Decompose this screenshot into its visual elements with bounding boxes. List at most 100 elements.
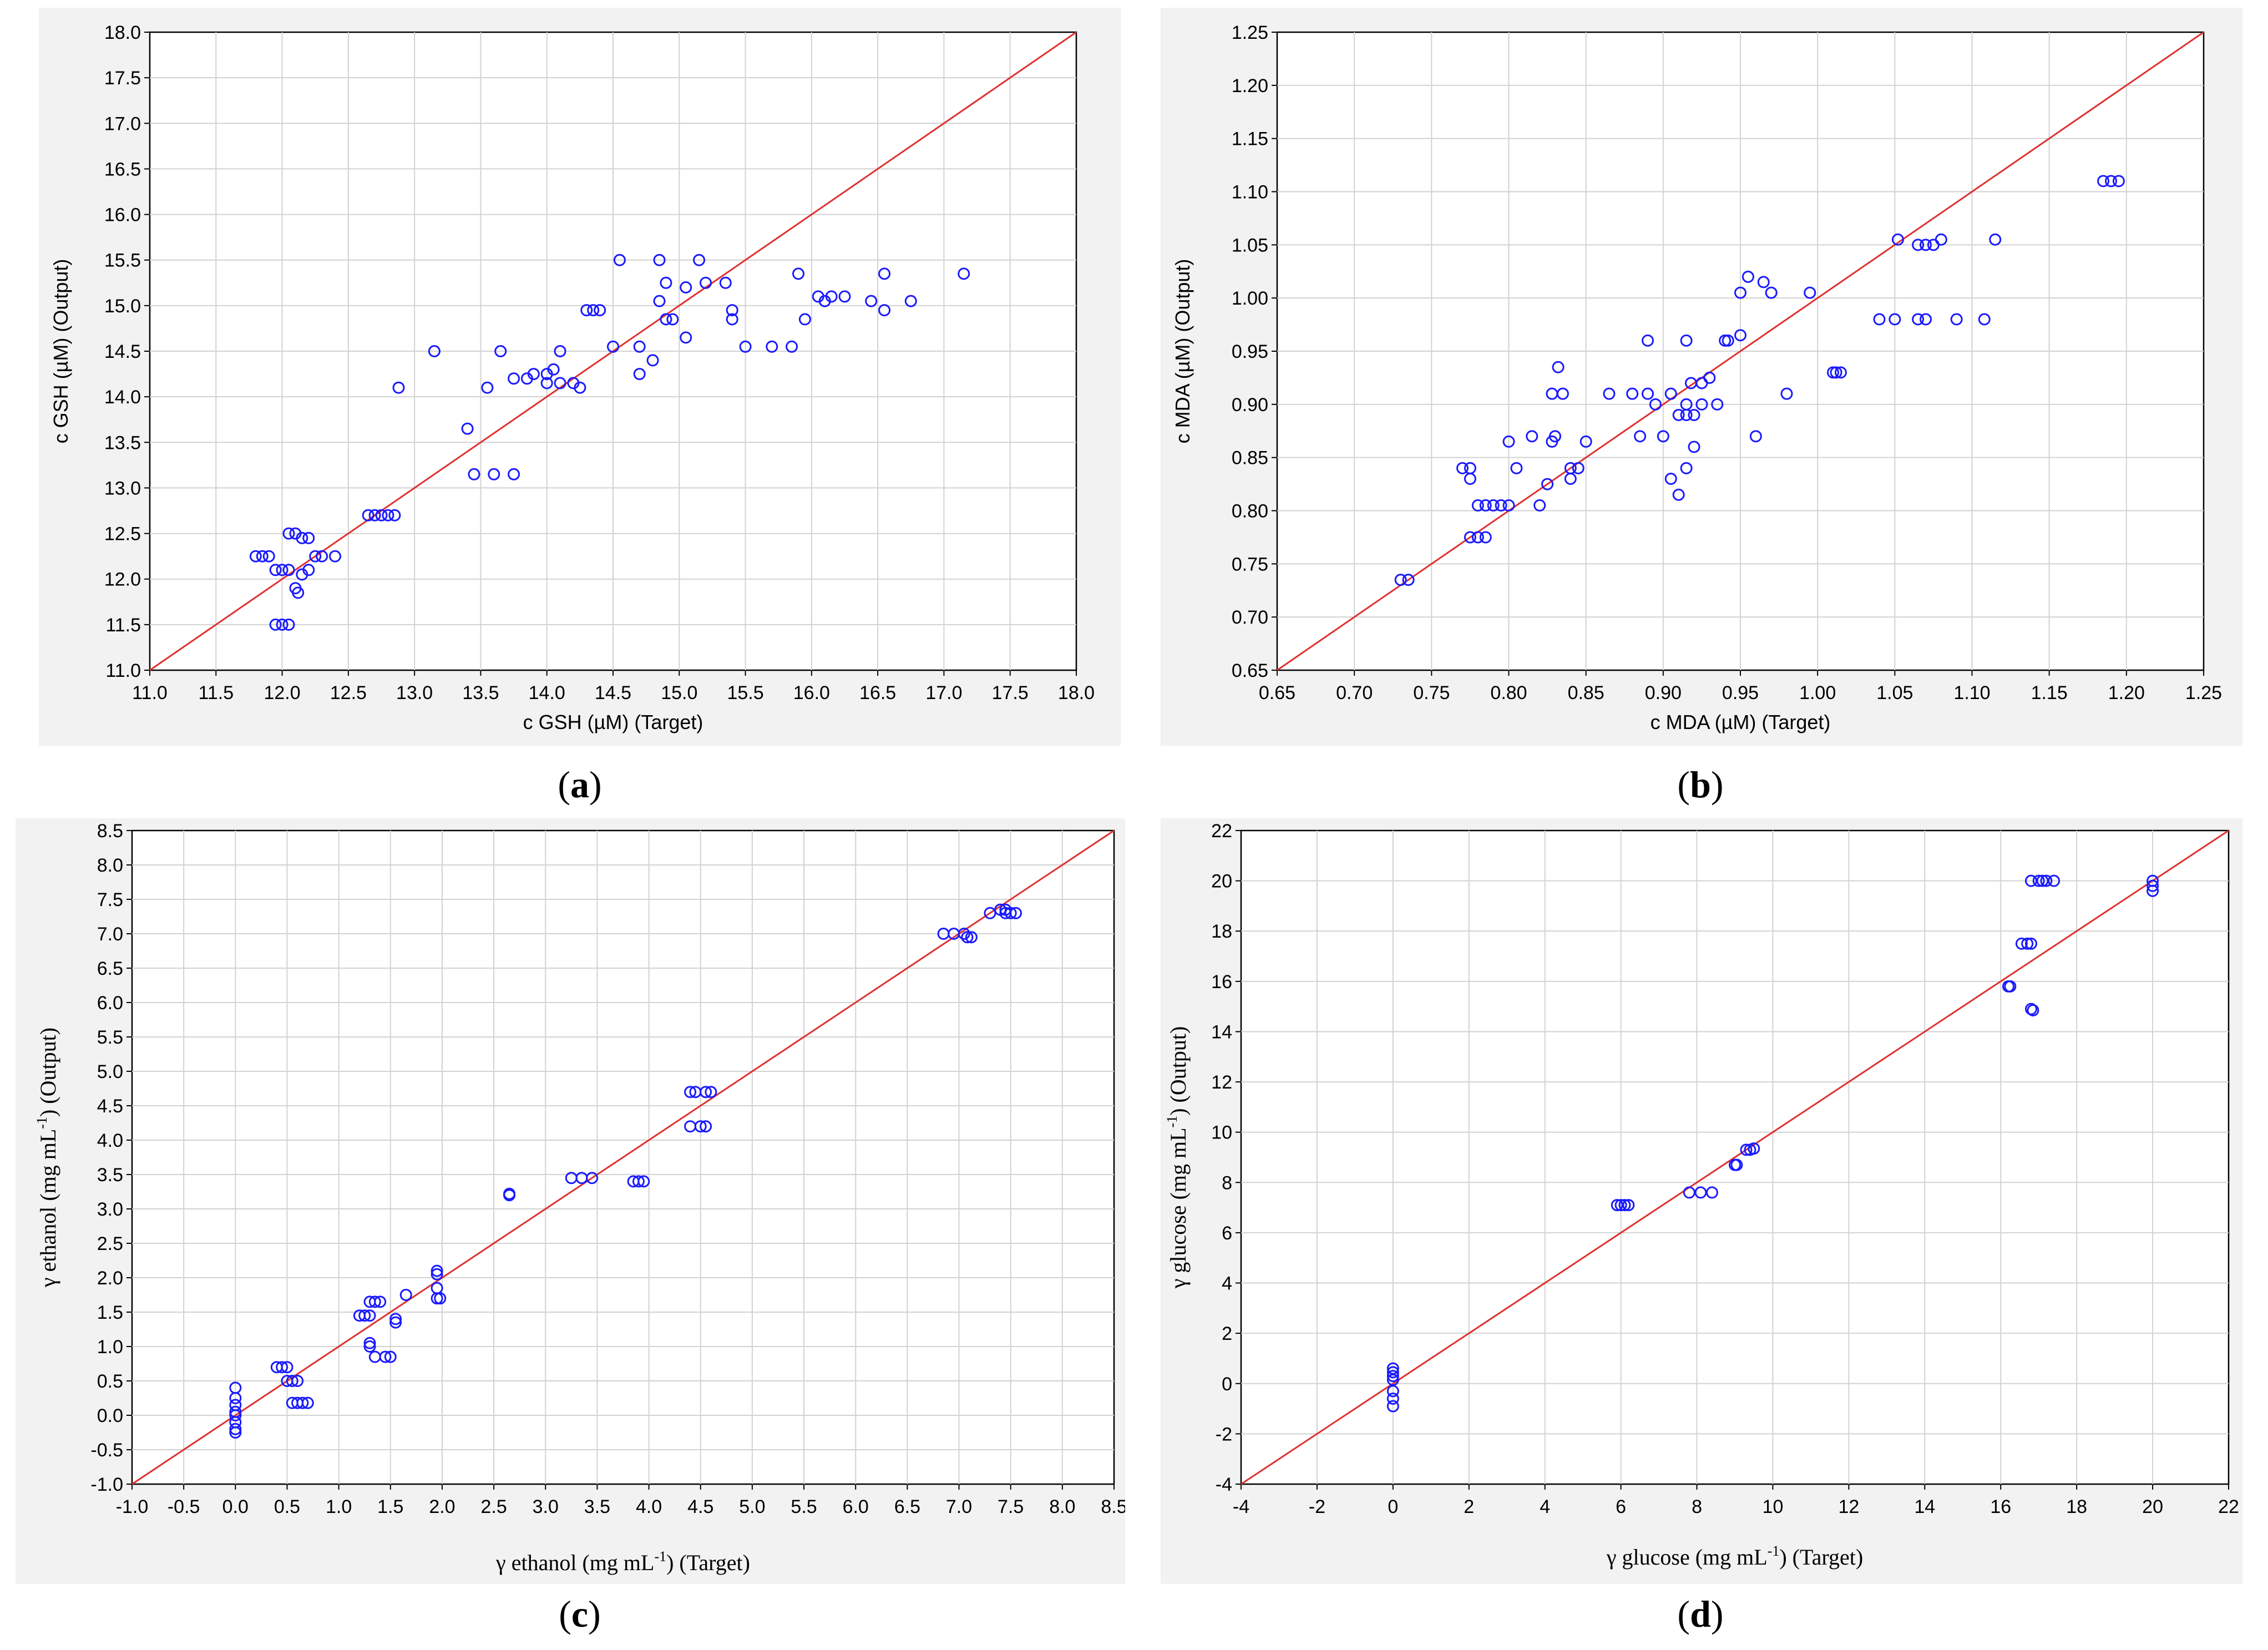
panel-d-data-point — [2036, 874, 2049, 887]
panel-c-x-tick-label: 4.5 — [687, 1496, 713, 1517]
panel-d-data-point — [1614, 1199, 1627, 1212]
panel-c-x-tick-label: 4.0 — [636, 1496, 662, 1517]
panel-b-data-point — [1891, 233, 1904, 246]
chart-panel-d: -4 -2 0 2 4 6 8 10 12 14 16 18 20 22 -4 -2 0 2 4 6 8 10 12 14 1… — [1161, 818, 2242, 1584]
panel-c-y-tick-label: 7.5 — [97, 889, 123, 910]
panel-a-data-point — [666, 313, 679, 326]
panel-c-data-point — [684, 1086, 697, 1099]
panel-b-y-tick-label: 0.95 — [1232, 341, 1268, 362]
panel-c-y-tick-label: 1.5 — [97, 1302, 123, 1323]
panel-c-data-point — [363, 1309, 376, 1322]
panel-a-x-tick-label: 12.0 — [264, 682, 300, 703]
panel-b-data-point — [1552, 361, 1565, 373]
panel-c-y-tick-label: 1.0 — [97, 1337, 123, 1358]
panel-d-data-point — [1618, 1199, 1631, 1212]
panel-d-x-ticks: -4 -2 0 2 4 6 8 10 12 14 16 18 20 22 — [1233, 1484, 2239, 1517]
panel-a-data-point — [428, 345, 441, 357]
panel-c-data-point — [374, 1295, 387, 1308]
panel-a-data-point — [269, 618, 282, 631]
panel-d-x-tick-label: 6 — [1616, 1496, 1626, 1517]
panel-d-fit-line — [1241, 829, 2229, 1485]
panel-b-data-point — [1657, 430, 1669, 443]
panel-d-x-tick-label: 2 — [1464, 1496, 1474, 1517]
panel-d-y-tick-label: 8 — [1222, 1172, 1232, 1193]
panel-a-y-label: c GSH (µM) (Output) — [49, 259, 72, 444]
panel-a-x-tick-label: 11.0 — [132, 682, 168, 703]
panel-b-data-point — [1834, 366, 1847, 379]
panel-c-y-tick-label: 6.0 — [97, 993, 123, 1014]
panel-label-b: (b) — [1677, 763, 1724, 806]
panel-b-data-point — [1765, 286, 1778, 299]
panel-b-data-point — [1664, 387, 1677, 400]
panel-d-data-point — [1694, 1186, 1707, 1199]
panel-d-data-point — [1386, 1366, 1399, 1379]
panel-a-data-point — [262, 550, 275, 563]
panel-c-data-point — [286, 1375, 298, 1387]
panel-d-data-point — [1386, 1370, 1399, 1383]
panel-a-y-tick-label: 15.0 — [104, 296, 141, 317]
panel-b-x-tick-label: 0.65 — [1259, 682, 1295, 703]
panel-d-x-tick-label: 22 — [2218, 1496, 2239, 1517]
panel-c-data-point — [700, 1086, 712, 1099]
panel-c-y-tick-label: 3.5 — [97, 1165, 123, 1186]
panel-a-data-point — [540, 377, 553, 389]
panel-b-y-tick-label: 1.00 — [1232, 288, 1268, 309]
panel-b-data-point — [1749, 430, 1762, 443]
panel-b-data-point — [1533, 499, 1546, 512]
panel-d-x-tick-label: 12 — [1838, 1496, 1859, 1517]
panel-b-data-point — [1487, 499, 1500, 512]
panel-b-data-point — [1642, 334, 1654, 347]
panel-a-data-point — [508, 372, 520, 385]
panel-c-y-tick-label: 0.0 — [97, 1405, 123, 1426]
panel-b-data-point — [1672, 488, 1685, 501]
panel-a-data-point — [468, 468, 480, 480]
panel-c-x-tick-label: 3.5 — [584, 1496, 610, 1517]
panel-c-x-label-end: ) (Target) — [666, 1550, 750, 1575]
panel-a-data-point — [904, 295, 917, 307]
panel-a-x-tick-label: 17.0 — [925, 682, 962, 703]
panel-d-grid — [1241, 831, 2229, 1484]
panel-a-data-point — [508, 468, 520, 480]
panel-d-data-point — [1611, 1199, 1623, 1212]
panel-a-y-tick-label: 12.0 — [104, 569, 141, 590]
panel-a-x-tick-label: 13.5 — [462, 682, 499, 703]
panel-b-data-point — [1873, 313, 1886, 326]
panel-a-data-point — [309, 550, 322, 563]
panel-c-x-tick-label: 8.0 — [1049, 1496, 1075, 1517]
panel-label-c-letter: c — [571, 1593, 589, 1635]
panel-c-y-label-end: ) (Output) — [36, 1028, 60, 1117]
panel-c-y-label-main: γ ethanol (mg mL — [36, 1129, 60, 1288]
panel-a-data-point — [680, 331, 692, 344]
chart-panel-a: 11.0 11.5 12.0 12.5 13.0 13.5 14.0 14.5 15.0 15.5… — [39, 8, 1121, 746]
panel-a-data-point — [554, 377, 566, 389]
panel-c-x-tick-label: 8.5 — [1101, 1496, 1125, 1517]
panel-b-x-tick-label: 0.85 — [1568, 682, 1604, 703]
panel-a-data-point — [269, 564, 282, 576]
panel-a-data-point — [382, 509, 394, 522]
panel-b-data-point — [1672, 409, 1685, 421]
panel-d-data-point — [2015, 937, 2028, 950]
panel-c-x-tick-label: 7.5 — [998, 1496, 1024, 1517]
panel-c-y-tick-label: 2.5 — [97, 1233, 123, 1254]
panel-a-data-point — [719, 276, 732, 289]
panel-c-y-tick-label: 4.0 — [97, 1130, 123, 1151]
panel-c-data-point — [431, 1292, 443, 1305]
panel-a-data-point — [587, 304, 600, 317]
panel-c-y-tick-label: 5.5 — [97, 1027, 123, 1048]
panel-a-data-point — [646, 354, 659, 367]
panel-d-y-tick-label: 2 — [1222, 1323, 1232, 1344]
panel-a-data-point — [660, 276, 672, 289]
panel-a-data-point — [633, 340, 646, 353]
panel-d-x-tick-label: 14 — [1914, 1496, 1935, 1517]
panel-d-y-tick-label: 14 — [1211, 1021, 1232, 1042]
panel-a-data-point — [633, 368, 646, 381]
panel-b-data-point — [1634, 430, 1647, 443]
panel-a-data-point — [461, 422, 474, 435]
panel-b-data-point — [1572, 462, 1584, 474]
panel-a-x-tick-label: 15.0 — [661, 682, 697, 703]
panel-a-data-point — [256, 550, 269, 563]
panel-label-d-letter: d — [1690, 1593, 1711, 1635]
panel-a-y-tick-label: 18.0 — [104, 22, 141, 43]
panel-a-data-point — [726, 313, 738, 326]
panel-c-y-label-sup: -1 — [34, 1117, 50, 1129]
